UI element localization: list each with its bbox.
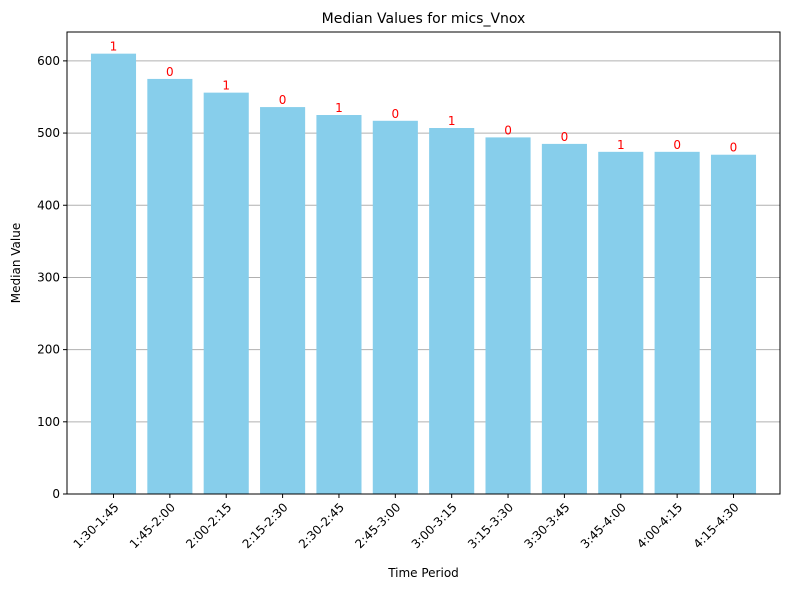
bar xyxy=(541,143,587,494)
plot-area-frame xyxy=(66,31,781,495)
bar xyxy=(598,151,644,495)
bar-value-label: 0 xyxy=(166,65,174,79)
x-tick-label: 3:45-4:00 xyxy=(578,500,629,551)
x-tick-label: 2:00-2:15 xyxy=(183,500,234,551)
x-tick-label: 3:30-3:45 xyxy=(521,500,572,551)
bar-value-label: 1 xyxy=(335,101,343,115)
bar xyxy=(710,154,757,494)
y-tick-label: 300 xyxy=(37,270,60,284)
bar-value-label: 0 xyxy=(673,138,681,152)
x-axis-label: Time Period xyxy=(387,566,459,580)
bar xyxy=(260,107,306,494)
bar-value-label: 1 xyxy=(110,40,118,54)
x-tick-label: 3:15-3:30 xyxy=(465,500,516,551)
x-tick-label: 2:30-2:45 xyxy=(296,500,347,551)
y-tick-label: 400 xyxy=(37,198,60,212)
x-axis-ticks: 1:30-1:45 1:45-2:00 2:00-2:15 2:15-2:30 2:30… xyxy=(71,494,742,551)
x-tick-label: 2:15-2:30 xyxy=(240,500,291,551)
x-tick-label: 4:15-4:30 xyxy=(691,500,742,551)
bar-labels: 1 0 1 0 1 0 1 0 0 1 0 0 xyxy=(110,40,738,155)
bars xyxy=(90,53,757,495)
bar xyxy=(372,120,418,495)
y-tick-label: 200 xyxy=(37,343,60,357)
bar-value-label: 0 xyxy=(391,107,399,121)
bar-value-label: 0 xyxy=(561,130,569,144)
bar-value-label: 0 xyxy=(730,141,738,155)
y-tick-label: 0 xyxy=(52,487,60,501)
bar xyxy=(485,137,531,495)
bar-value-label: 1 xyxy=(222,79,230,93)
bar xyxy=(429,128,475,494)
x-tick-label: 3:00-3:15 xyxy=(409,500,460,551)
chart-title: Median Values for mics_Vnox xyxy=(322,11,526,27)
y-tick-label: 600 xyxy=(37,54,60,68)
bar-value-label: 0 xyxy=(504,123,512,137)
bar xyxy=(316,115,362,494)
x-tick-label: 1:30-1:45 xyxy=(71,500,122,551)
bar xyxy=(90,53,137,494)
y-tick-label: 500 xyxy=(37,126,60,140)
bar xyxy=(147,78,193,494)
x-tick-label: 4:00-4:15 xyxy=(634,500,685,551)
bar xyxy=(654,151,700,495)
bar-value-label: 0 xyxy=(279,93,287,107)
x-tick-label: 2:45-3:00 xyxy=(352,500,403,551)
y-axis-ticks: 0 100 200 300 400 500 600 xyxy=(37,54,67,501)
bar-value-label: 1 xyxy=(448,114,456,128)
x-tick-label: 1:45-2:00 xyxy=(127,500,178,551)
bar xyxy=(203,92,249,494)
bar-value-label: 1 xyxy=(617,138,625,152)
y-axis-label: Median Value xyxy=(9,223,23,303)
y-tick-label: 100 xyxy=(37,415,60,429)
